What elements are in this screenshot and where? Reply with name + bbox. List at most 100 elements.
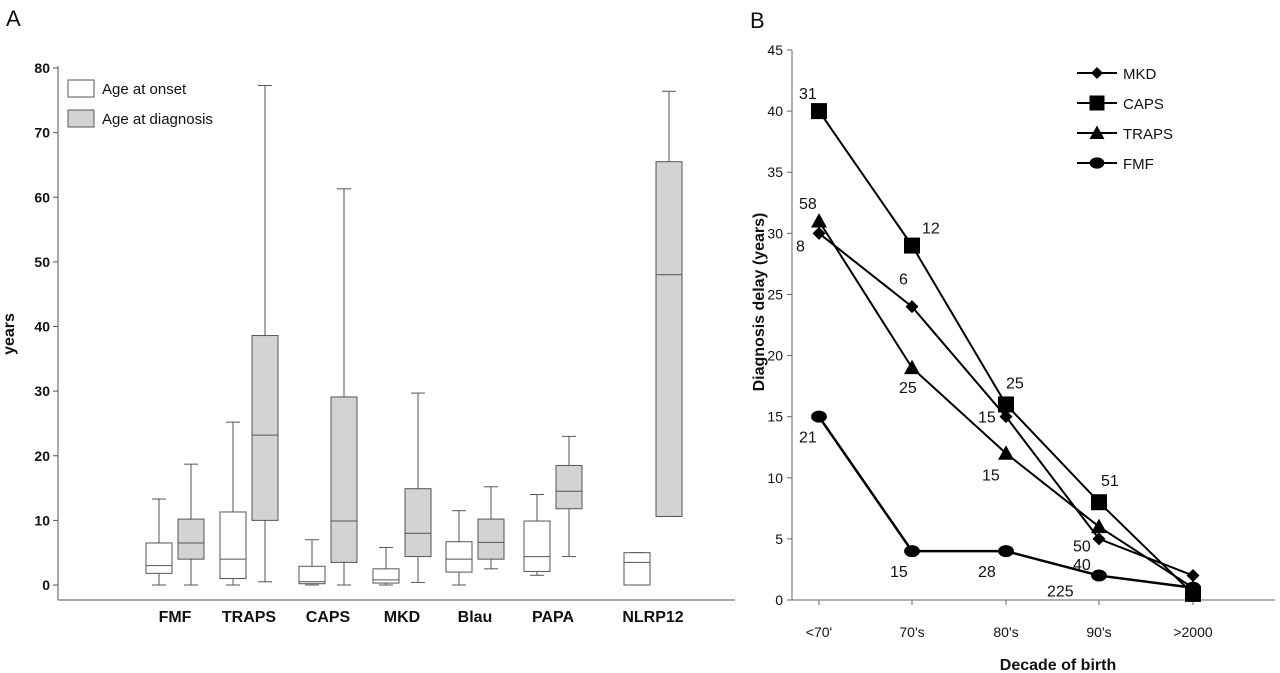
y-tick-label: 5 — [775, 531, 783, 547]
y-tick-label: 45 — [767, 42, 783, 58]
data-point-fmf — [811, 410, 827, 423]
data-label: 21 — [799, 430, 817, 447]
box-iqr — [404, 488, 432, 558]
legend-marker-caps — [1089, 95, 1105, 111]
box-diagnosis-mkd — [404, 392, 432, 583]
x-category-label: FMF — [159, 609, 192, 626]
data-point-caps — [998, 396, 1014, 413]
box-iqr — [655, 161, 683, 517]
data-point-fmf — [1091, 569, 1107, 582]
series-caps — [811, 103, 1201, 602]
y-tick-label: 25 — [767, 286, 783, 302]
y-tick-label: 30 — [767, 225, 783, 241]
panel-a-boxplot: A 0 10 20 30 40 50 60 70 80 years FMF TRAPS CAPS MKD Bl… — [1, 6, 735, 626]
boxplot-chart: A 0 10 20 30 40 50 60 70 80 years FMF TRAPS CAPS MKD Bl… — [1, 6, 735, 626]
legend: Age at onset Age at diagnosis — [67, 79, 213, 128]
data-point-fmf — [1185, 581, 1201, 594]
data-point-fmf — [998, 545, 1014, 558]
line-chart: B 0 5 10 15 20 25 30 35 40 45 <70' 70's 80's 90's >2000… — [750, 8, 1275, 673]
y-axis-title: Diagnosis delay (years) — [751, 213, 768, 392]
box-diagnosis-fmf — [177, 463, 205, 586]
data-point-fmf — [904, 545, 920, 558]
data-label: 40 — [1073, 557, 1091, 574]
legend-label-traps: TRAPS — [1123, 126, 1173, 143]
legend-label-mkd: MKD — [1123, 66, 1157, 83]
x-axis-title: Decade of birth — [1000, 657, 1116, 673]
legend-label-diagnosis: Age at diagnosis — [102, 111, 213, 128]
data-label: 12 — [922, 221, 940, 238]
data-point-mkd — [1186, 569, 1200, 583]
panel-b-line-chart: B 0 5 10 15 20 25 30 35 40 45 <70' 70's 80's 90's >2000… — [740, 0, 1280, 673]
data-point-traps — [811, 213, 827, 228]
data-label: 15 — [890, 564, 908, 581]
data-label: 8 — [796, 238, 805, 255]
box-diagnosis-blau — [477, 486, 505, 570]
legend-label-fmf: FMF — [1123, 156, 1154, 173]
series-mkd — [812, 226, 1200, 583]
x-tick-label: 70's — [899, 624, 924, 640]
y-tick-label: 30 — [34, 383, 50, 399]
y-tick-label: 40 — [767, 103, 783, 119]
box-iqr — [372, 568, 400, 584]
data-point-mkd — [905, 300, 919, 314]
data-point-caps — [1091, 494, 1107, 511]
box-iqr — [145, 542, 173, 574]
y-tick-label: 70 — [34, 125, 50, 141]
x-category-label: Blau — [458, 609, 493, 626]
y-tick-label: 80 — [34, 60, 50, 76]
data-label: 51 — [1101, 473, 1119, 490]
box-iqr — [523, 520, 551, 572]
box-iqr — [330, 396, 358, 563]
legend-marker-mkd — [1091, 67, 1103, 79]
legend-swatch-onset — [67, 79, 95, 98]
box-iqr — [445, 541, 473, 573]
box-onset-caps — [298, 539, 326, 586]
data-label: 15 — [982, 467, 1000, 484]
x-category-label: CAPS — [306, 609, 351, 626]
y-tick-label: 0 — [42, 577, 50, 593]
box-iqr — [555, 464, 583, 510]
x-category-label: TRAPS — [222, 609, 277, 626]
y-tick-label: 20 — [34, 448, 50, 464]
series-fmf — [811, 410, 1201, 594]
x-tick-label: >2000 — [1173, 624, 1213, 640]
y-tick-label: 50 — [34, 254, 50, 270]
x-category-label: NLRP12 — [622, 609, 683, 626]
data-label: 50 — [1073, 539, 1091, 556]
box-iqr — [477, 518, 505, 560]
box-diagnosis-nlrp12 — [655, 90, 683, 517]
legend-marker-fmf — [1089, 157, 1105, 169]
y-tick-label: 40 — [34, 319, 50, 335]
y-tick-label: 0 — [775, 592, 783, 608]
series-line-caps — [818, 110, 1194, 595]
box-iqr — [219, 511, 247, 580]
data-label: 31 — [799, 86, 817, 103]
data-point-mkd — [1092, 532, 1106, 546]
legend-label-onset: Age at onset — [102, 81, 187, 98]
data-label: 15 — [978, 410, 996, 427]
x-tick-label: <70' — [806, 624, 832, 640]
data-label: 6 — [899, 272, 908, 289]
data-point-traps — [1091, 518, 1107, 534]
y-tick-label: 60 — [34, 189, 50, 205]
data-point-traps — [904, 359, 920, 375]
box-diagnosis-traps — [251, 84, 279, 583]
legend-marker-traps — [1089, 125, 1105, 139]
box-onset-papa — [523, 494, 551, 576]
y-tick-label: 10 — [34, 512, 50, 528]
y-tick-label: 10 — [767, 470, 783, 486]
box-onset-mkd — [372, 547, 400, 586]
box-onset-fmf — [145, 498, 173, 586]
legend-swatch-diagnosis — [67, 109, 95, 128]
box-onset-nlrp12 — [623, 552, 651, 586]
x-tick-label: 90's — [1086, 624, 1111, 640]
panel-label: A — [6, 6, 21, 31]
y-tick-label: 15 — [767, 409, 783, 425]
y-axis-title: years — [1, 313, 18, 355]
x-category-label: MKD — [384, 609, 420, 626]
x-tick-label: 80's — [993, 624, 1018, 640]
data-label: 25 — [899, 380, 917, 397]
x-category-label: PAPA — [532, 609, 575, 626]
data-label: 28 — [978, 564, 996, 581]
series-line-fmf — [817, 415, 1194, 590]
